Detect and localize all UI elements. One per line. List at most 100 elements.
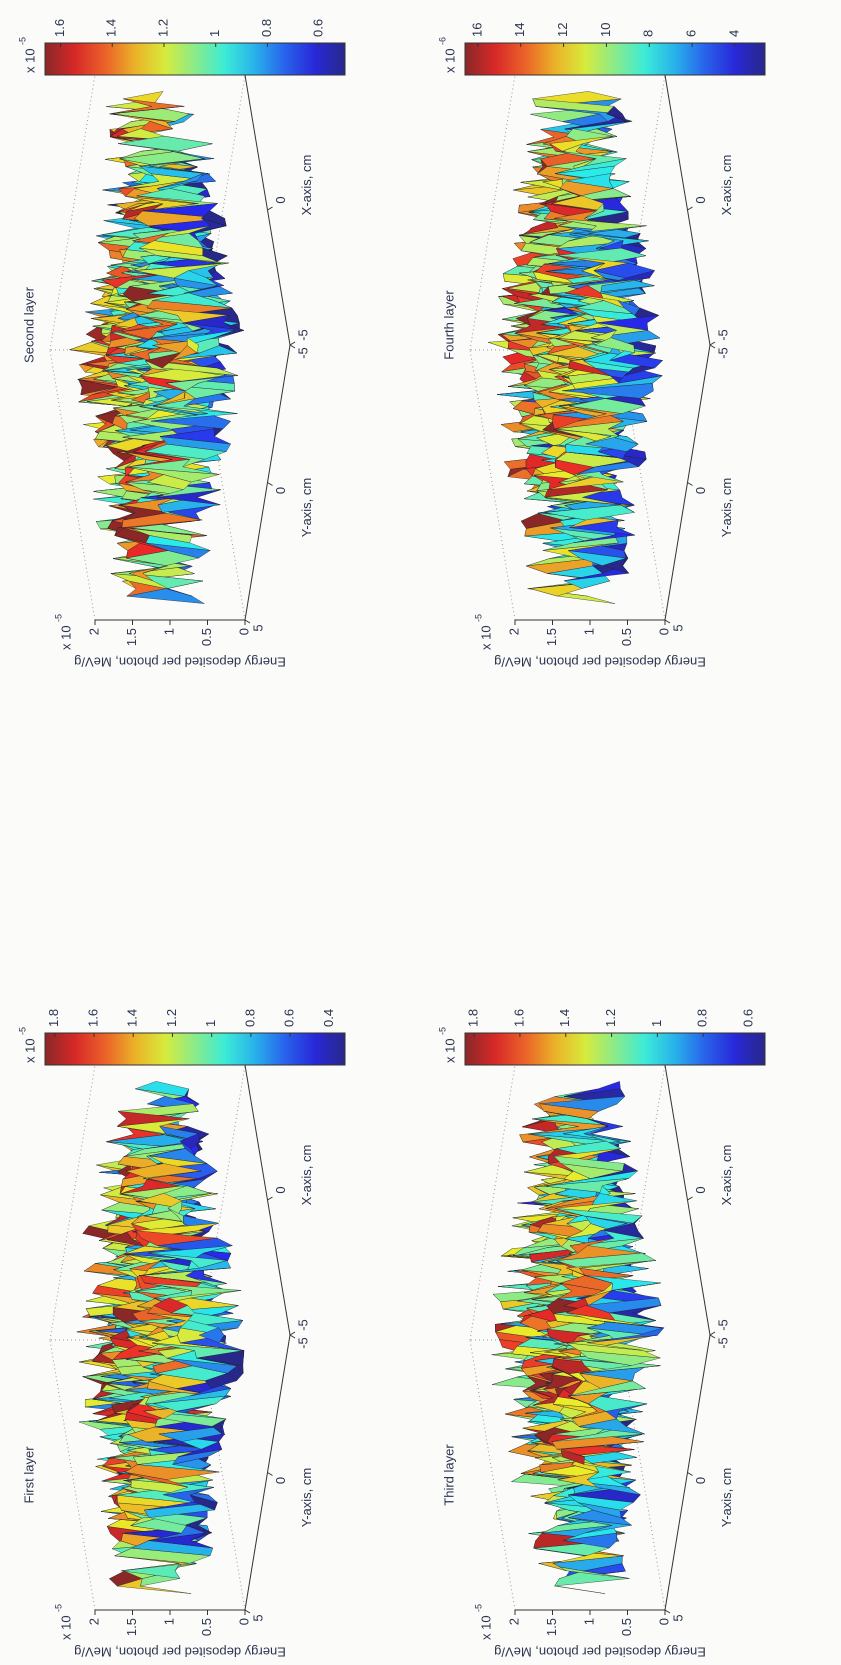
panel: -505-50500.511.52Y-axis, cmX-axis, cmEne… — [17, 19, 346, 670]
z-tick-label: 0.5 — [199, 1618, 214, 1636]
x-tick-label: -5 — [715, 1319, 730, 1331]
chart-title: Fourth layer — [441, 290, 456, 360]
y-axis-label: Y-axis, cm — [719, 1468, 734, 1527]
colorbar-exponent: x 10 — [442, 48, 457, 73]
colorbar — [44, 1032, 346, 1066]
colorbar-tick-label: 1.2 — [603, 1009, 618, 1027]
colorbar-tick-label: 14 — [512, 23, 527, 37]
colorbar-tick-label: 1.4 — [125, 1009, 140, 1027]
colorbar-tick-label: 6 — [684, 30, 699, 37]
z-exponent-power: -5 — [473, 614, 483, 622]
box-edge — [199, 1064, 246, 1341]
colorbar-tick-label: 10 — [598, 23, 613, 37]
surface — [76, 1081, 245, 1594]
colorbar — [464, 1032, 766, 1066]
z-axis-label: Energy deposited per photon, MeV/g — [74, 1645, 286, 1660]
colorbar — [464, 42, 766, 76]
x-tick — [709, 341, 716, 346]
chart-title: First layer — [21, 1446, 36, 1504]
box-edge — [49, 74, 96, 351]
z-exponent: x 10 — [58, 625, 73, 650]
x-tick-label: -5 — [715, 329, 730, 341]
colorbar-tick-label: 0.6 — [740, 1009, 755, 1027]
z-tick-label: 0 — [656, 628, 671, 635]
colorbar-tick-label: 0.6 — [311, 19, 326, 37]
z-axis-label: Energy deposited per photon, MeV/g — [494, 655, 706, 670]
y-tick — [267, 482, 273, 486]
y-tick-label: 0 — [693, 487, 708, 494]
x-axis-label: X-axis, cm — [299, 155, 314, 216]
panel: -505-50500.511.52Y-axis, cmX-axis, cmEne… — [17, 1009, 346, 1660]
surface — [69, 91, 245, 604]
colorbar-tick-label: 0.8 — [242, 1009, 257, 1027]
box-edge — [49, 1064, 96, 1341]
z-tick-label: 1.5 — [544, 1618, 559, 1636]
z-tick-label: 1.5 — [124, 628, 139, 646]
z-axis-label: Energy deposited per photon, MeV/g — [494, 1645, 706, 1660]
colorbar-exponent: x 10 — [442, 1038, 457, 1063]
z-tick-label: 0.5 — [619, 1618, 634, 1636]
box-edge — [469, 349, 516, 621]
colorbar-tick-label: 0.8 — [259, 19, 274, 37]
x-tick-label: 0 — [693, 1186, 708, 1193]
colorbar-tick-label: 12 — [555, 23, 570, 37]
chart-title: Second layer — [21, 286, 36, 363]
y-tick-label: 0 — [273, 1477, 288, 1484]
figure: -505-50500.511.52Y-axis, cmX-axis, cmEne… — [17, 19, 766, 1660]
z-tick-label: 1 — [581, 628, 596, 635]
z-tick-label: 1 — [581, 1618, 596, 1625]
y-tick — [664, 619, 671, 624]
colorbar-tick-label: 4 — [726, 30, 741, 37]
y-axis-label: Y-axis, cm — [299, 1468, 314, 1527]
box-edge — [469, 74, 516, 351]
z-tick-label: 0 — [236, 628, 251, 635]
x-tick — [267, 206, 273, 211]
surface — [488, 91, 663, 604]
z-tick-label: 1.5 — [124, 1618, 139, 1636]
colorbar-tick-label: 1 — [203, 1020, 218, 1027]
y-tick — [709, 344, 716, 349]
colorbar-tick-label: 1.6 — [511, 1009, 526, 1027]
colorbar-exponent-power: -5 — [17, 37, 27, 45]
y-tick — [687, 482, 693, 486]
y-tick-label: 5 — [670, 624, 685, 631]
z-exponent-power: -5 — [473, 1604, 483, 1612]
colorbar — [44, 42, 346, 76]
y-tick — [267, 1472, 273, 1476]
z-exponent-power: -5 — [53, 614, 63, 622]
y-tick — [289, 1334, 296, 1339]
colorbar-exponent: x 10 — [22, 48, 37, 73]
z-tick-label: 1 — [161, 628, 176, 635]
colorbar-exponent-power: -5 — [437, 1027, 447, 1035]
y-tick-label: -5 — [715, 347, 730, 359]
colorbar-tick-label: 0.6 — [282, 1009, 297, 1027]
z-exponent: x 10 — [478, 1615, 493, 1640]
colorbar-tick-label: 1 — [649, 1020, 664, 1027]
panel: -505-50500.511.52Y-axis, cmX-axis, cmEne… — [437, 23, 766, 670]
z-tick-label: 2 — [86, 628, 101, 635]
y-tick-label: -5 — [295, 347, 310, 359]
z-tick-label: 1 — [161, 1618, 176, 1625]
y-tick-label: -5 — [295, 1337, 310, 1349]
colorbar-tick-label: 1.6 — [85, 1009, 100, 1027]
y-axis-label: Y-axis, cm — [719, 478, 734, 537]
z-tick-label: 1.5 — [544, 628, 559, 646]
x-tick — [687, 1196, 693, 1201]
z-tick-label: 2 — [506, 628, 521, 635]
colorbar-tick-label: 1.8 — [46, 1009, 61, 1027]
x-tick-label: 0 — [693, 196, 708, 203]
x-tick-label: 0 — [273, 196, 288, 203]
y-tick — [244, 619, 251, 624]
colorbar-tick-label: 1.2 — [155, 19, 170, 37]
colorbar-exponent-power: -6 — [437, 37, 447, 45]
z-tick-label: 0.5 — [199, 628, 214, 646]
y-tick — [244, 1609, 251, 1614]
colorbar-tick-label: 1.8 — [466, 1009, 481, 1027]
z-exponent-power: -5 — [53, 1604, 63, 1612]
z-axis-label: Energy deposited per photon, MeV/g — [74, 655, 286, 670]
x-tick-label: -5 — [295, 329, 310, 341]
y-tick-label: -5 — [715, 1337, 730, 1349]
colorbar-exponent: x 10 — [22, 1038, 37, 1063]
colorbar-tick-label: 0.8 — [695, 1009, 710, 1027]
